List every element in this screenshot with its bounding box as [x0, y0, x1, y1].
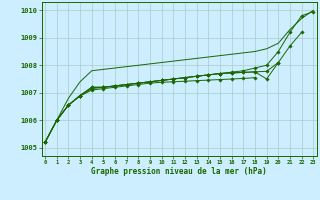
X-axis label: Graphe pression niveau de la mer (hPa): Graphe pression niveau de la mer (hPa)	[91, 167, 267, 176]
